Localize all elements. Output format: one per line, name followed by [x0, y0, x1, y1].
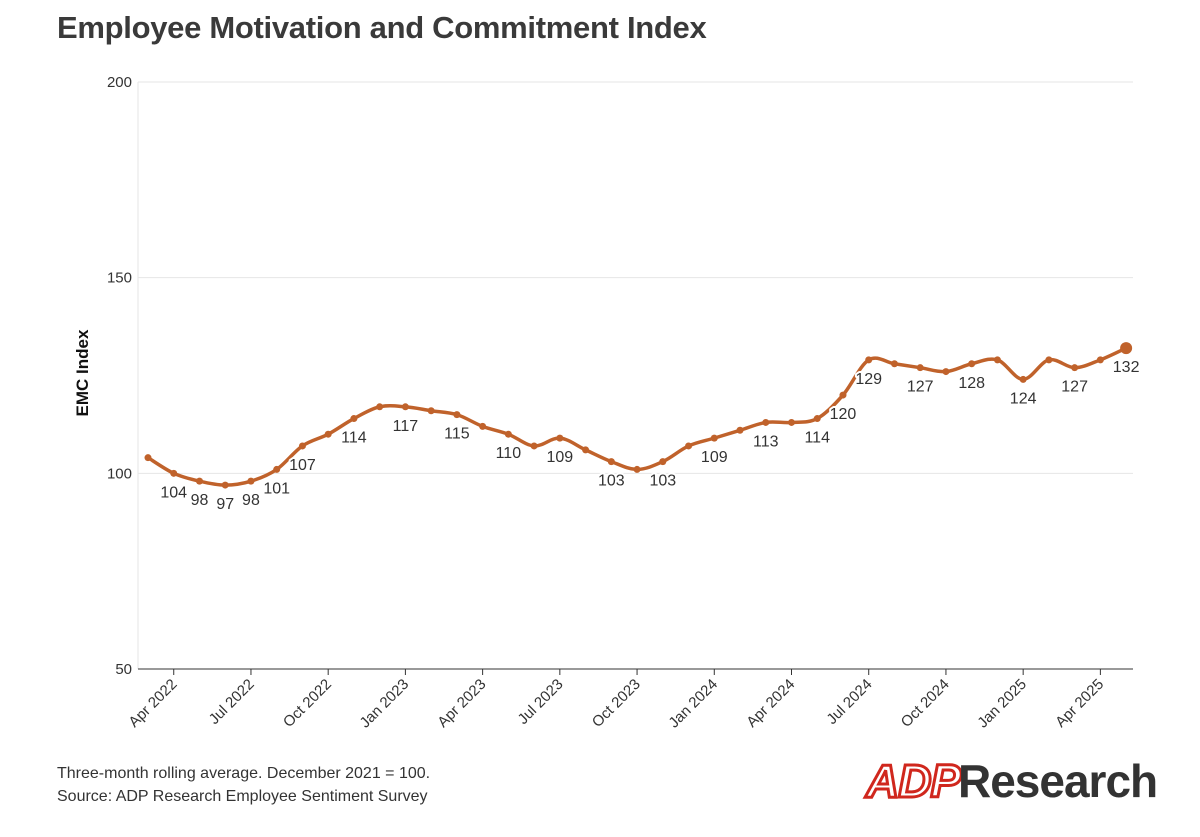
data-label: 114 — [804, 430, 830, 447]
data-label: 109 — [546, 449, 573, 466]
x-tick-label: Apr 2023 — [434, 676, 489, 731]
adp-logo-mark: ADP — [864, 755, 962, 808]
data-label: 107 — [289, 457, 316, 474]
y-tick-label: 200 — [107, 74, 132, 91]
data-label: 114 — [341, 430, 367, 447]
data-point — [762, 418, 770, 426]
data-point — [659, 458, 667, 466]
x-tick-label: Oct 2024 — [898, 676, 953, 731]
data-label: 127 — [1061, 379, 1088, 396]
data-point — [1120, 342, 1133, 355]
x-tick-label: Oct 2023 — [589, 676, 644, 731]
x-tick-label: Jan 2023 — [357, 676, 413, 732]
data-point — [890, 360, 898, 368]
data-point — [633, 465, 641, 473]
data-point — [273, 465, 281, 473]
footnote-method: Three-month rolling average. December 20… — [57, 765, 431, 782]
y-tick-label: 50 — [115, 661, 132, 678]
data-label: 103 — [598, 473, 625, 490]
x-tick-label: Jul 2023 — [515, 676, 567, 728]
data-point — [968, 360, 976, 368]
data-label: 103 — [649, 473, 676, 490]
data-point — [195, 477, 203, 485]
data-point — [607, 458, 615, 466]
data-label: 109 — [701, 449, 728, 466]
data-label: 120 — [830, 406, 857, 423]
data-point — [376, 403, 384, 411]
x-tick-label: Jan 2024 — [665, 676, 721, 732]
data-point — [453, 411, 461, 419]
data-point — [479, 422, 487, 430]
data-label: 117 — [393, 418, 419, 435]
brand-name: Research — [958, 755, 1158, 807]
data-point — [942, 368, 950, 376]
x-tick-label: Oct 2022 — [280, 676, 335, 731]
data-label: 110 — [496, 445, 522, 462]
grid — [137, 81, 1133, 669]
data-point — [401, 403, 409, 411]
data-label: 115 — [444, 426, 470, 443]
y-tick-label: 100 — [107, 465, 132, 482]
data-point — [1096, 356, 1104, 364]
data-point — [813, 415, 821, 423]
data-point — [1045, 356, 1053, 364]
data-point — [839, 391, 847, 399]
data-point — [247, 477, 255, 485]
adp-research-logo: ADP Research — [864, 755, 1158, 808]
x-tick-label: Jul 2024 — [823, 676, 875, 728]
data-point — [993, 356, 1001, 364]
data-label: 98 — [242, 492, 260, 509]
x-tick-label: Jan 2025 — [974, 676, 1030, 732]
data-point — [685, 442, 693, 450]
data-label: 97 — [216, 496, 234, 513]
data-point — [504, 430, 512, 438]
x-tick-label: Jul 2022 — [206, 676, 258, 728]
data-label: 104 — [160, 484, 187, 501]
data-point — [427, 407, 435, 415]
data-point — [530, 442, 538, 450]
data-label: 98 — [191, 492, 209, 509]
data-point — [736, 426, 744, 434]
data-label: 128 — [958, 375, 985, 392]
y-tick-label: 150 — [107, 270, 132, 287]
data-point — [710, 434, 718, 442]
data-point — [582, 446, 590, 454]
footnote-source: Source: ADP Research Employee Sentiment … — [57, 788, 428, 805]
data-point — [221, 481, 229, 489]
data-point — [350, 415, 358, 423]
x-tick-label: Apr 2025 — [1052, 676, 1107, 731]
y-axis-ticks: 50 100 150 200 — [107, 74, 132, 678]
x-tick-label: Apr 2022 — [125, 676, 180, 731]
data-point — [144, 454, 152, 462]
data-label: 113 — [753, 433, 779, 450]
data-point — [788, 418, 795, 426]
y-axis-title: EMC Index — [73, 329, 92, 416]
data-point — [1019, 375, 1027, 383]
data-point — [298, 442, 306, 450]
data-point — [556, 434, 564, 442]
data-label: 129 — [855, 371, 882, 388]
data-label: 127 — [907, 379, 934, 396]
data-label: 132 — [1113, 359, 1140, 376]
x-axis-ticks: Apr 2022 Jul 2022 Oct 2022 Jan 2023 Apr 2023… — [125, 669, 1107, 731]
data-point — [865, 356, 873, 364]
data-point — [170, 469, 178, 477]
data-label: 124 — [1010, 390, 1037, 407]
data-point — [324, 430, 332, 438]
data-label: 101 — [263, 480, 290, 497]
data-point — [916, 364, 924, 372]
series-emc-index — [144, 342, 1133, 489]
data-point — [1071, 364, 1079, 372]
x-tick-label: Apr 2024 — [743, 676, 798, 731]
chart-title: Employee Motivation and Commitment Index — [57, 10, 707, 45]
